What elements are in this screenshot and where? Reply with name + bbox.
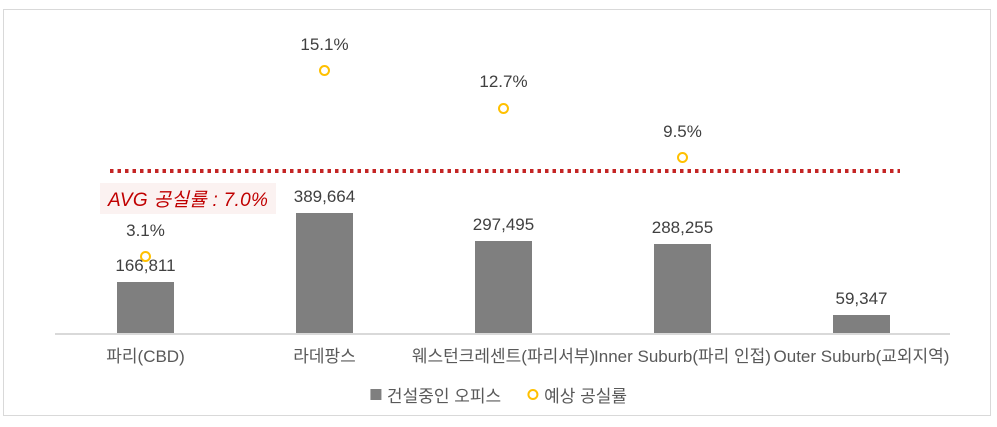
vacancy-rate-label: 3.1% [126, 220, 165, 240]
bar-value-label: 166,811 [115, 255, 176, 275]
legend-marker-swatch-icon [527, 389, 539, 400]
bar [475, 241, 532, 333]
vacancy-rate-marker [319, 65, 330, 77]
legend-bar-series-label: 건설중인 오피스 [386, 387, 502, 406]
category-label: 라데팡스 [293, 347, 356, 366]
bar-value-label: 389,664 [293, 187, 356, 206]
vacancy-rate-marker [498, 102, 509, 114]
legend-item-scatter-series: 예상 공실률 [527, 382, 627, 407]
bar [654, 244, 711, 333]
vacancy-rate-label: 15.1% [300, 34, 349, 54]
vacancy-rate-label: 9.5% [663, 121, 702, 141]
average-vacancy-line [110, 169, 900, 173]
bar-value-label: 288,255 [651, 218, 714, 238]
vacancy-rate-marker [677, 152, 688, 164]
category-label: Inner Suburb(파리 인접) [594, 347, 771, 366]
chart-legend: 건설중인 오피스 예상 공실률 [369, 382, 627, 407]
bar-value-label: 297,495 [472, 215, 535, 235]
bar-value-label: 59,347 [835, 288, 888, 308]
vacancy-rate-marker [140, 251, 151, 263]
average-vacancy-label: AVG 공실률 : 7.0% [100, 183, 277, 214]
category-label: 파리(CBD) [106, 347, 185, 366]
category-label: Outer Suburb(교외지역) [773, 347, 950, 366]
x-axis-line [55, 333, 950, 335]
bar [833, 314, 890, 333]
bar [296, 213, 353, 333]
vacancy-rate-label: 12.7% [479, 72, 528, 92]
category-label: 웨스턴크레센트(파리서부) [411, 347, 596, 366]
legend-scatter-series-label: 예상 공실률 [544, 387, 628, 406]
legend-item-bar-series: 건설중인 오피스 [369, 382, 502, 407]
legend-bar-swatch-icon [369, 389, 381, 400]
bar [117, 281, 174, 333]
